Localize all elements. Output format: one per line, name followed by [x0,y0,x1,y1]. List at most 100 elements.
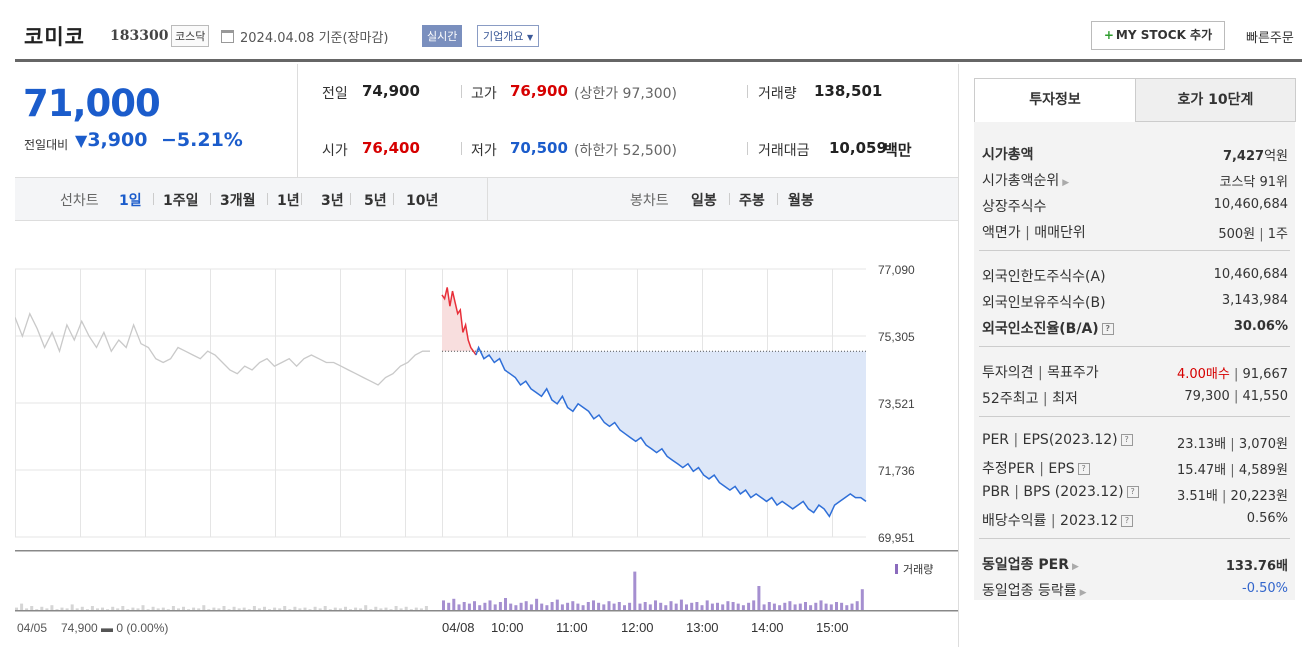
info-value-text: 30.06% [1233,319,1288,334]
volume-bar-prev [242,607,246,610]
info-key: 배당수익률 | 2023.12? [982,510,1133,530]
candle-weekly[interactable]: 주봉 [739,193,765,209]
volume-bar-prev [121,606,125,610]
info-key-text: 액면가 [982,225,1021,241]
volume-bar-prev [156,608,160,610]
period-3y[interactable]: 3년 [321,193,344,209]
nav-separator [153,193,154,205]
info-row: 투자의견 | 목표주가 4.00매수 | 91,667 [982,360,1288,382]
period-10y[interactable]: 10년 [406,193,439,209]
volume-bar-today [824,603,828,610]
volume-bar-prev [303,607,307,610]
volume-bar-prev [409,609,413,610]
nav-separator [210,193,211,205]
volume-bar-today [473,601,476,610]
separator: | [1038,391,1053,407]
volume-bar-prev [106,609,110,610]
volume-bar-today [736,603,740,610]
volume-bar-prev [338,608,342,610]
x-tick-label: 10:00 [491,620,524,635]
volume-bar-today [772,603,776,610]
volume-legend: 거래량 [903,563,933,576]
volume-bar-prev [288,609,292,610]
volume-bar-prev [364,605,368,610]
volume-bar-prev [349,609,352,610]
info-value-secondary: 91,667 [1242,367,1289,382]
prev-day-summary: 74,900 ▬ 0 (0.00%) [61,621,168,635]
separator: | [1229,389,1243,404]
volume-bar-today [545,605,549,610]
period-5y[interactable]: 5년 [364,193,387,209]
candle-monthly[interactable]: 월봉 [788,193,814,209]
volume-bar-prev [151,606,155,610]
stat-separator [747,142,748,155]
info-row: 시가총액 7,427억원 [982,142,1288,164]
realtime-badge[interactable]: 실시간 [422,25,463,47]
prev-day-line [15,311,430,386]
add-my-stock-button[interactable]: + MY STOCK 추가 [1091,21,1225,50]
period-1w[interactable]: 1주일 [163,193,199,209]
amount-label: 거래대금 [758,143,810,159]
volume-baseline [15,610,958,612]
volume-bar-prev [328,609,332,610]
company-overview-dropdown[interactable]: 기업개요 ▼ [477,25,540,47]
period-1d[interactable]: 1일 [119,193,142,209]
volume-bar-prev [96,608,99,610]
volume-bar-prev [146,609,150,610]
volume-bar-prev [25,608,29,610]
volume-bar-today [809,605,813,610]
volume-bar-today [695,602,699,610]
quick-order-link[interactable]: 빠른주문 [1246,31,1294,46]
candle-daily[interactable]: 일봉 [691,193,717,209]
info-row: 시가총액순위 ▶ 코스닥 91위 [982,168,1288,190]
y-tick-label: 71,736 [878,464,915,478]
above-reference-fill [442,287,479,352]
info-key-text: 상장주식수 [982,199,1047,215]
volume-bar-today [767,602,771,610]
volume-bar-prev [197,608,201,610]
volume-bar-today [617,602,621,610]
volume-bar-today [835,602,838,610]
volume-bar-today [452,598,456,610]
volume-bar-today [555,599,559,610]
volume-bar-today [855,601,859,610]
info-key: 시가총액 [982,144,1034,164]
volume-bar-prev [293,606,297,610]
separator: | [1226,437,1239,452]
separator: | [1046,513,1061,529]
tab-orderbook[interactable]: 호가 10단계 [1135,78,1296,122]
separator: | [1226,463,1239,478]
nav-separator [777,193,778,205]
period-1y[interactable]: 1년 [277,193,300,209]
volume-bar-prev [232,606,236,610]
tab-invest-info[interactable]: 투자정보 [974,78,1136,122]
volume-bar-today [442,600,445,610]
separator: | [1009,484,1024,500]
info-value-text: 79,300 [1184,389,1230,404]
volume-bar-today [674,603,678,610]
info-row: PER | EPS(2023.12)? 23.13배 | 3,070원 [982,430,1288,452]
volume-bar-prev [257,608,261,610]
volume-bar-prev [65,608,69,610]
volume-bar-today [757,586,761,610]
info-key-text: 외국인한도주식수(A) [982,269,1106,285]
volume-bar-today [850,603,854,610]
volume-bar-today [529,604,533,610]
info-key-secondary: EPS [1048,461,1075,477]
x-tick-label: 12:00 [621,620,654,635]
info-divider [979,346,1290,347]
volume-bar-prev [30,606,34,610]
volume-bar-today [535,598,539,610]
info-value: 10,460,684 [1214,267,1288,282]
volume-bar-today [581,605,585,610]
period-3m[interactable]: 3개월 [220,193,256,209]
volume-bar-prev [237,608,241,610]
x-tick-label: 04/08 [442,620,475,635]
volume-bar-prev [90,606,94,610]
volume-bar-today [509,603,513,610]
volume-bar-today [778,605,782,610]
price-chart[interactable]: 77,090 75,305 73,521 71,736 69,951 04/08 10:0… [15,255,958,647]
volume-bar-today [716,602,719,610]
nav-separator [267,193,268,205]
